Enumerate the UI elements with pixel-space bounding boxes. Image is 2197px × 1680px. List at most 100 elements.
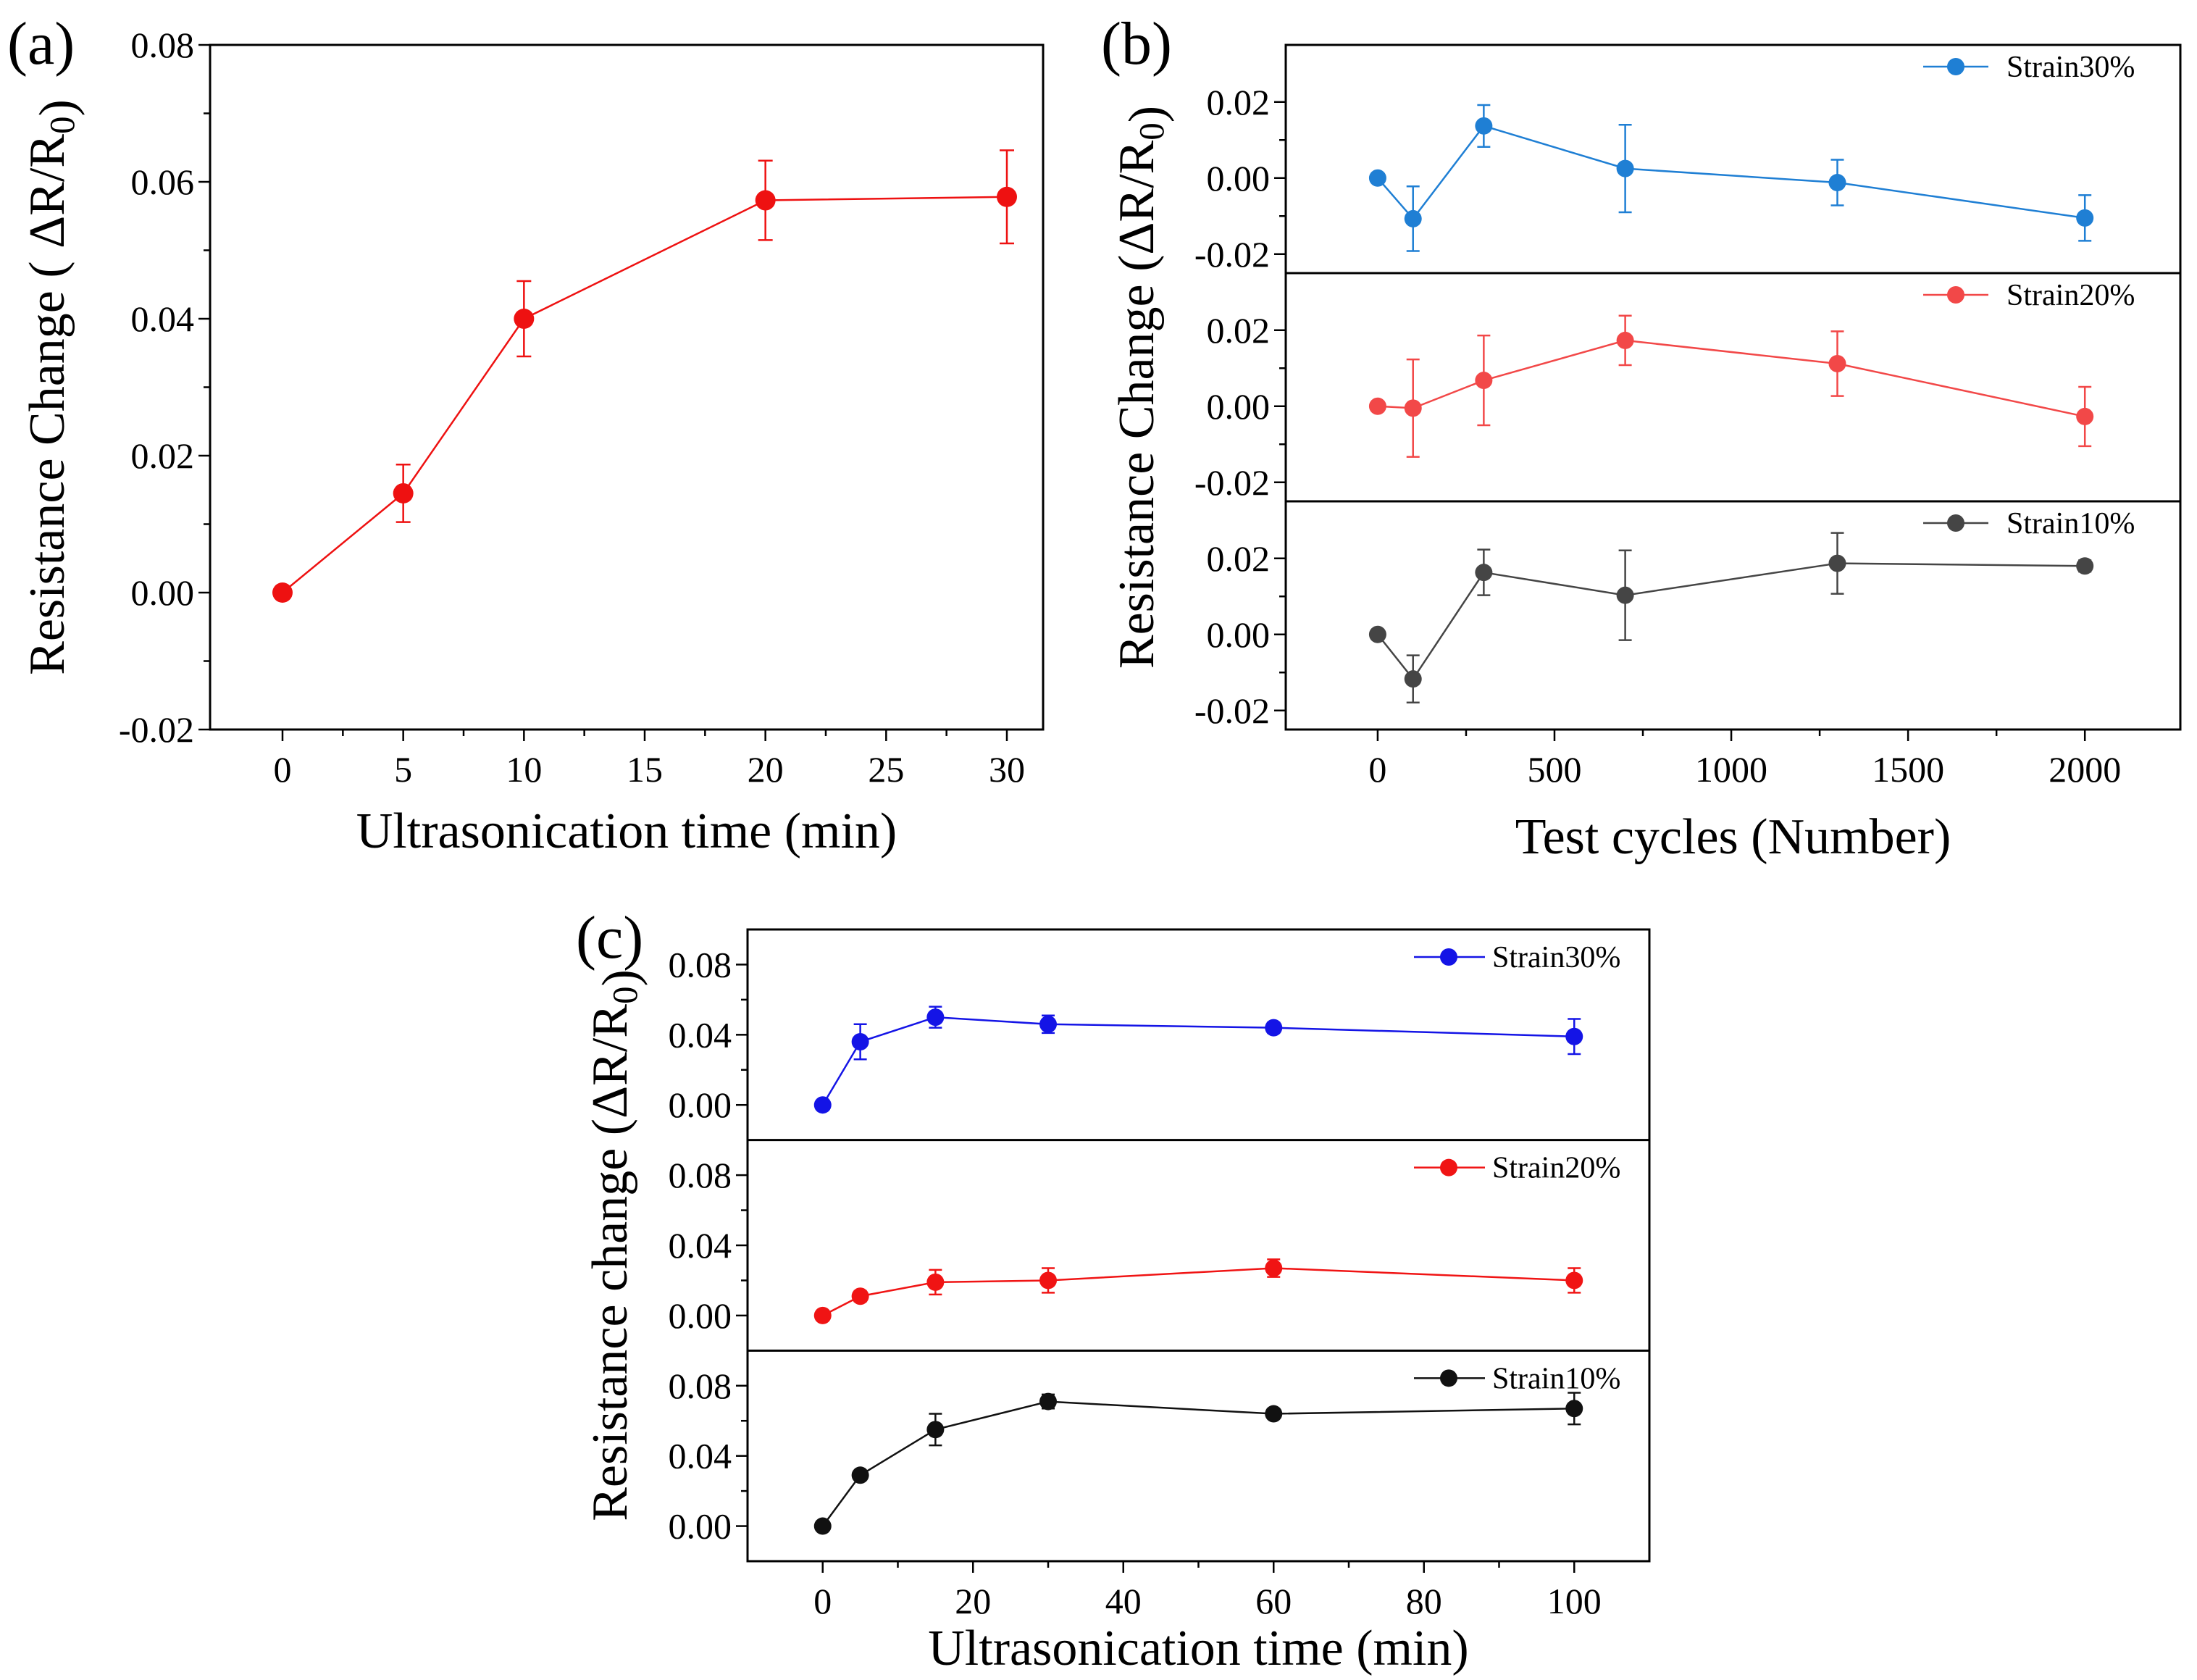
legend-marker [1947, 286, 1964, 304]
x-axis-title-a: Ultrasonication time (min) [356, 803, 897, 859]
legend-label: Strain10% [2006, 507, 2135, 540]
x-tick-label: 1000 [1695, 749, 1767, 790]
y-tick-label: 0.08 [669, 1155, 732, 1195]
x-axis-title-b: Test cycles (Number) [1515, 809, 1951, 865]
x-tick-label: 500 [1527, 749, 1581, 790]
data-point [1565, 1400, 1583, 1418]
subplot-c-2: 0.00 0.04 0.08 Strain10% [669, 1362, 1621, 1546]
subplot-b-2: -0.02 0.00 0.02 Strain10% [1194, 507, 2135, 731]
subplot-b-1: -0.02 0.00 0.02 Strain20% [1194, 279, 2135, 503]
data-point [1039, 1392, 1057, 1411]
data-point [851, 1287, 869, 1305]
data-point [1368, 169, 1386, 187]
data-point [1475, 564, 1493, 582]
panel-label-c: (c) [576, 904, 643, 971]
y-tick-label: 0.08 [669, 944, 732, 985]
data-point [1265, 1259, 1283, 1277]
chart-b: -0.02 0.00 0.02 Strain30% -0.02 0.00 0.02 Strai… [1101, 10, 2182, 865]
x-tick-label: 15 [627, 749, 663, 790]
plot-frame-b [1284, 43, 2182, 731]
data-point [1368, 625, 1386, 643]
data-point [926, 1008, 945, 1027]
data-point [1039, 1271, 1057, 1290]
y-tick-label: -0.02 [1194, 690, 1270, 731]
y-tick-label: 0.08 [669, 1366, 732, 1406]
series-line-b-0 [1376, 125, 2085, 220]
y-axis-title-b: Resistance Change (ΔR/R0) [1109, 106, 1175, 669]
legend-marker [1947, 514, 1964, 532]
y-tick-label: 0.02 [131, 435, 195, 476]
series-line-a [282, 196, 1008, 593]
plot-frame-c [746, 928, 1651, 1563]
y-tick-label: -0.02 [119, 709, 194, 750]
data-point [1828, 174, 1846, 192]
data-point [2076, 407, 2094, 425]
y-axis-title-c: Resistance change (ΔR/R0) [582, 969, 648, 1521]
y-axis-title-a: Resistance Change ( ΔR/R0) [20, 99, 85, 675]
data-point [997, 186, 1017, 207]
data-point [2076, 209, 2094, 227]
y-tick-label: 0.00 [1207, 158, 1271, 198]
x-tick-label: 20 [748, 749, 784, 790]
chart-c: 0.00 0.04 0.08 Strain30% 0.00 0.04 0.08 Strain2… [576, 904, 1651, 1676]
data-point [393, 482, 414, 503]
legend-label: Strain20% [2006, 279, 2135, 312]
y-tick-label: 0.04 [131, 298, 195, 339]
data-point [1265, 1405, 1283, 1423]
data-point [926, 1421, 945, 1439]
data-point [1475, 117, 1493, 135]
legend-marker [1947, 58, 1964, 75]
y-tick-label: 0.00 [1207, 386, 1271, 427]
legend-label: Strain30% [2006, 51, 2135, 84]
data-point [813, 1517, 832, 1535]
x-tick-label: 30 [989, 749, 1025, 790]
data-point [1265, 1019, 1283, 1037]
data-point [2076, 557, 2094, 575]
data-point [1828, 554, 1846, 572]
data-point [926, 1273, 945, 1291]
legend-marker [1440, 948, 1457, 966]
data-point [1404, 670, 1422, 688]
series-line-c-0 [821, 1016, 1575, 1106]
legend-marker [1440, 1158, 1457, 1177]
x-tick-label: 20 [955, 1581, 991, 1621]
x-tick-label: 0 [274, 749, 292, 790]
data-point [755, 190, 776, 211]
data-point [1616, 331, 1634, 349]
y-tick-label: 0.00 [669, 1506, 732, 1547]
data-point [1616, 159, 1634, 177]
y-tick-label: 0.04 [669, 1436, 732, 1476]
panel-label-b: (b) [1101, 10, 1172, 78]
x-tick-label: 0 [813, 1581, 832, 1621]
panel-label-a: (a) [7, 10, 75, 78]
y-tick-label: 0.00 [1207, 614, 1271, 655]
data-point [851, 1033, 869, 1051]
subplot-c-1: 0.00 0.04 0.08 Strain20% [669, 1152, 1621, 1336]
legend-label: Strain20% [1492, 1152, 1620, 1185]
y-tick-label: -0.02 [1194, 234, 1270, 275]
x-tick-label: 10 [506, 749, 542, 790]
x-tick-label: 25 [868, 749, 904, 790]
data-point [1565, 1027, 1583, 1045]
data-point [813, 1306, 832, 1324]
x-tick-label: 100 [1547, 1581, 1602, 1621]
y-tick-label: 0.02 [1207, 82, 1271, 122]
data-point [1565, 1271, 1583, 1290]
data-point [1404, 209, 1422, 227]
x-tick-label: 2000 [2049, 749, 2121, 790]
y-tick-label: 0.00 [669, 1295, 732, 1336]
data-point [1475, 372, 1493, 390]
data-point [1404, 399, 1422, 417]
data-point [272, 582, 293, 603]
x-axis-title-c: Ultrasonication time (min) [928, 1621, 1468, 1676]
legend-label: Strain10% [1492, 1362, 1620, 1395]
subplot-c-0: 0.00 0.04 0.08 Strain30% [669, 941, 1621, 1125]
data-point [1828, 354, 1846, 372]
data-point [1368, 397, 1386, 415]
y-tick-label: 0.00 [131, 572, 195, 613]
x-tick-label: 5 [394, 749, 412, 790]
chart-a: 0 5 10 15 20 25 30 -0.02 0.00 0.02 0.04 0.06 0.08 (a)… [7, 10, 1045, 859]
y-tick-label: -0.02 [1194, 462, 1270, 503]
subplot-b-0: -0.02 0.00 0.02 Strain30% [1194, 51, 2135, 275]
